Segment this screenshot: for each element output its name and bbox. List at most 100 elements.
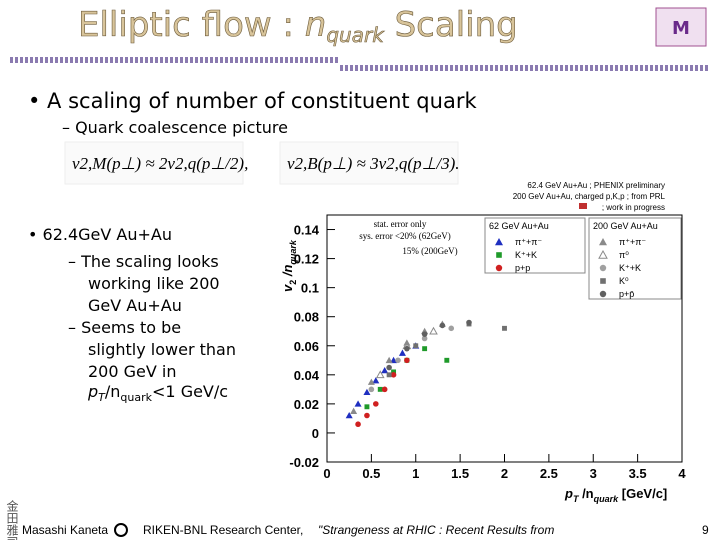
legend-label: K⁰ — [619, 276, 629, 286]
legend-marker — [599, 290, 607, 298]
data-point — [413, 343, 419, 349]
y-tick-label: 0.12 — [294, 252, 319, 267]
data-point — [364, 412, 370, 419]
data-point — [355, 421, 361, 428]
footer-center: RIKEN-BNL Research Center, — [143, 523, 303, 537]
page-number: 9 — [702, 523, 709, 537]
bullet: • 62.4GeV Au+Au — [28, 225, 172, 244]
y-tick-label: 0.1 — [301, 281, 319, 296]
y-label-part: 2 — [288, 280, 298, 285]
legend-label: K⁺+K — [515, 250, 537, 260]
y-tick-label: 0.04 — [294, 368, 320, 383]
slide-title: Elliptic flow : nquark Scaling — [78, 5, 518, 47]
y-label-part: v — [280, 284, 295, 292]
data-point — [404, 357, 410, 364]
x-tick-label: 2.5 — [540, 466, 558, 481]
data-point — [381, 386, 388, 393]
t: p — [87, 382, 98, 401]
legend-label: π⁰ — [619, 250, 629, 260]
data-point — [391, 369, 397, 375]
legend-label: π⁺+π⁻ — [619, 237, 646, 247]
sub-bullet-line: GeV Au+Au — [88, 296, 182, 315]
x-label-part: p — [564, 486, 573, 501]
y-tick-label: 0.06 — [294, 339, 319, 354]
legend-label: p+p — [515, 263, 530, 273]
y-label-part: /n — [280, 265, 295, 280]
data-point — [367, 378, 375, 385]
data-point — [350, 407, 358, 414]
legend-marker — [598, 249, 608, 259]
x-tick-label: 1.5 — [451, 466, 469, 481]
logo: M — [655, 7, 707, 47]
data-point — [373, 401, 379, 407]
sub-bullet-line: – Seems to be — [68, 318, 181, 337]
x-tick-label: 0.5 — [362, 466, 380, 481]
legend-label: p+p̄ — [619, 289, 634, 299]
x-label-part: quark — [594, 494, 620, 504]
bullet-last: pT/nquark<1 GeV/c — [87, 382, 228, 404]
sub-bullet-line: slightly lower than — [88, 340, 236, 359]
data-point — [345, 412, 353, 419]
data-point — [422, 346, 428, 352]
annotation: 15% (200GeV) — [402, 246, 457, 256]
annotation: stat. error only — [374, 219, 427, 229]
y-tick-label: 0.02 — [294, 397, 319, 412]
data-point — [466, 319, 472, 326]
formula-box — [64, 141, 244, 185]
x-tick-label: 3.5 — [629, 466, 647, 481]
title-sub: quark — [326, 23, 385, 47]
t: T — [98, 391, 106, 404]
legend-marker — [599, 264, 607, 272]
y-tick-label: 0.14 — [294, 223, 320, 238]
t: /n — [105, 382, 121, 401]
data-point — [354, 400, 362, 407]
data-point — [372, 377, 380, 384]
legend-marker — [495, 264, 503, 272]
data-point — [364, 404, 370, 410]
sub-bullet: – Quark coalescence picture — [62, 118, 288, 137]
sub-bullet-line: 200 GeV in — [88, 362, 176, 381]
formula: v2,B(p⊥) ≈ 3v2,q(p⊥/3). — [287, 154, 460, 173]
x-tick-label: 3 — [590, 466, 597, 481]
t: quark — [120, 391, 152, 404]
data-point — [386, 364, 392, 371]
data-point — [448, 325, 455, 332]
annotation: sys. error <20% (62GeV) — [359, 231, 451, 241]
x-tick-label: 2 — [501, 466, 508, 481]
y-tick-label: 0 — [312, 426, 319, 441]
y-tick-label: -0.02 — [289, 455, 319, 470]
data-point — [395, 357, 401, 364]
data-point — [368, 386, 375, 393]
t: <1 GeV/c — [152, 382, 228, 401]
svg-text:M: M — [672, 18, 690, 39]
y-tick-label: 0.08 — [294, 310, 319, 325]
data-point — [398, 349, 406, 356]
legend-label: K⁺+K — [619, 263, 641, 273]
footer-icon — [114, 523, 128, 537]
data-point — [381, 366, 389, 374]
data-point — [390, 372, 397, 378]
chart: -0.02 0 0.02 0.04 0.06 0.08 0.1 0.12 0.14 0 0.5 1 1.… — [280, 181, 686, 504]
footer-talk: "Strangeness at RHIC : Recent Results fr… — [318, 523, 554, 537]
data-point — [404, 345, 410, 352]
legend-label: π⁺+π⁻ — [515, 237, 542, 247]
legend-box — [484, 217, 586, 274]
sub-bullet-line: – The scaling looks — [68, 252, 219, 271]
data-point — [377, 386, 383, 392]
legend-marker — [495, 238, 503, 246]
data-point — [439, 322, 446, 329]
annotation: 200 GeV Au+Au, charged p,K,p ; from PRL — [513, 192, 666, 201]
x-tick-label: 1 — [412, 466, 419, 481]
data-point — [390, 356, 398, 364]
formula-box — [279, 141, 459, 185]
data-point — [444, 357, 450, 363]
data-point — [385, 356, 393, 364]
annotation: ; work in progress — [602, 203, 665, 212]
footer-logo: 金田雅司 — [5, 499, 19, 540]
data-point — [421, 335, 428, 342]
sub-bullet-line: working like 200 — [88, 274, 220, 293]
annotation-icon — [579, 203, 587, 209]
footer-author: Masashi Kaneta — [22, 523, 108, 537]
